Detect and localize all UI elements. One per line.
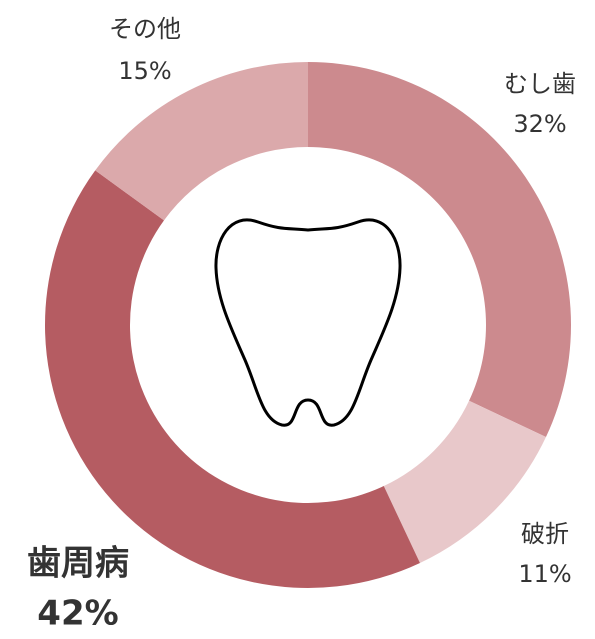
category-label: 歯周病	[27, 544, 129, 584]
value-label: 42%	[37, 594, 118, 634]
value-label: 32%	[513, 110, 566, 138]
donut-segment	[383, 400, 546, 563]
value-label: 11%	[518, 560, 571, 588]
tooth-icon	[214, 218, 402, 427]
category-label: 破折	[521, 520, 569, 548]
donut-segment	[44, 170, 420, 589]
donut-segment	[95, 61, 308, 221]
value-label: 15%	[118, 57, 171, 85]
donut-segment	[308, 62, 572, 437]
category-label: むし歯	[504, 70, 576, 98]
category-label: その他	[109, 15, 181, 43]
